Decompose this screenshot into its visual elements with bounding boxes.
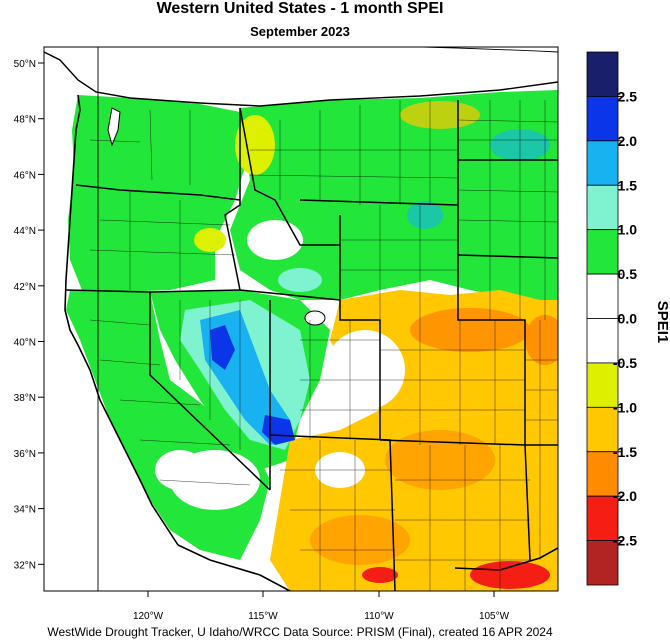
colorbar-label: 1.0	[618, 222, 638, 238]
colorbar-label: 2.5	[618, 88, 638, 104]
colorbar-bin	[586, 362, 619, 408]
mexico-border-east	[454, 547, 558, 571]
colorbar-bin	[586, 540, 619, 586]
orange-patch-az	[310, 515, 410, 565]
mexico-border	[177, 544, 291, 591]
colorbar-bin	[586, 96, 619, 142]
orange-patch-ks	[525, 315, 558, 365]
colorbar-bin	[586, 495, 619, 541]
orange-patch-nm	[385, 430, 495, 490]
colorbar-bin	[586, 406, 619, 453]
yellow-patch-or	[194, 228, 226, 252]
plot-frame	[43, 46, 559, 592]
map-footer: WestWide Drought Tracker, U Idaho/WRCC D…	[47, 625, 553, 639]
blue-zone-nv	[210, 325, 235, 370]
colorbar-title: SPEI1	[654, 301, 670, 344]
county-boundaries	[89, 100, 558, 591]
aqua-zone-id	[278, 268, 322, 292]
colorbar-bin	[586, 51, 619, 97]
colorbar-label: 0.5	[618, 266, 638, 282]
latitude-axis: 50°N 48°N 46°N 44°N 42°N 40°N 38°N 36°N 34°N 32°N	[14, 59, 44, 571]
red-patch-az	[362, 567, 398, 583]
colorbar-bin	[586, 451, 619, 497]
lat-label: 46°N	[14, 170, 36, 181]
lat-label: 38°N	[14, 393, 36, 404]
north-green-region	[230, 90, 558, 300]
colorbar-label: -0.5	[613, 355, 637, 371]
yellow-patch-nd	[400, 101, 480, 129]
colorbar-bin	[586, 140, 619, 186]
lat-label: 50°N	[14, 59, 36, 70]
lat-label: 40°N	[14, 338, 36, 349]
map-plot-area	[44, 47, 558, 591]
lon-label: 120°W	[133, 611, 164, 622]
red-patch-nm	[470, 561, 550, 589]
colorbar-bin	[586, 184, 619, 231]
puget-sound	[107, 107, 121, 147]
great-salt-lake	[304, 310, 326, 326]
colorbar-label: 1.5	[618, 177, 638, 193]
colorbar-label: -2.0	[613, 488, 637, 504]
map-subtitle: September 2023	[250, 24, 350, 39]
colorbar-label: -1.0	[613, 399, 637, 415]
aqua-zone-wy	[407, 201, 443, 229]
lon-label: 110°W	[364, 611, 394, 622]
canada-border	[44, 51, 558, 107]
colorbar-label: 0.0	[618, 311, 638, 327]
orange-patch-co	[410, 308, 530, 352]
longitude-axis: 120°W 115°W 110°W 105°W	[133, 591, 510, 622]
colorbar-bin	[586, 318, 619, 364]
lat-label: 44°N	[14, 226, 36, 237]
colorbar-bin	[586, 273, 619, 319]
colorbar-bin	[586, 229, 619, 275]
graticule	[44, 47, 558, 591]
lon-label: 105°W	[479, 611, 510, 622]
lat-label: 34°N	[14, 505, 36, 516]
map-title: Western United States - 1 month SPEI	[156, 0, 444, 17]
colorbar-label: 2.0	[618, 133, 638, 149]
lat-label: 42°N	[14, 282, 36, 293]
white-zone-ut	[325, 330, 405, 410]
lat-label: 32°N	[14, 560, 36, 571]
colorbar-label: -1.5	[613, 444, 637, 460]
white-zone-ca	[155, 450, 205, 490]
lat-label: 48°N	[14, 115, 36, 126]
yellow-patch-mt	[235, 115, 275, 175]
lon-label: 115°W	[248, 611, 278, 622]
colorbar-label: -2.5	[613, 533, 637, 549]
lat-label: 36°N	[14, 449, 36, 460]
white-zone-id	[247, 220, 303, 260]
coastline	[64, 94, 179, 546]
colorbar: 2.5 2.0 1.5 1.0 0.5 0.0 -0.5 -1.0 -1.5 -2.0 -2.5	[586, 51, 638, 586]
